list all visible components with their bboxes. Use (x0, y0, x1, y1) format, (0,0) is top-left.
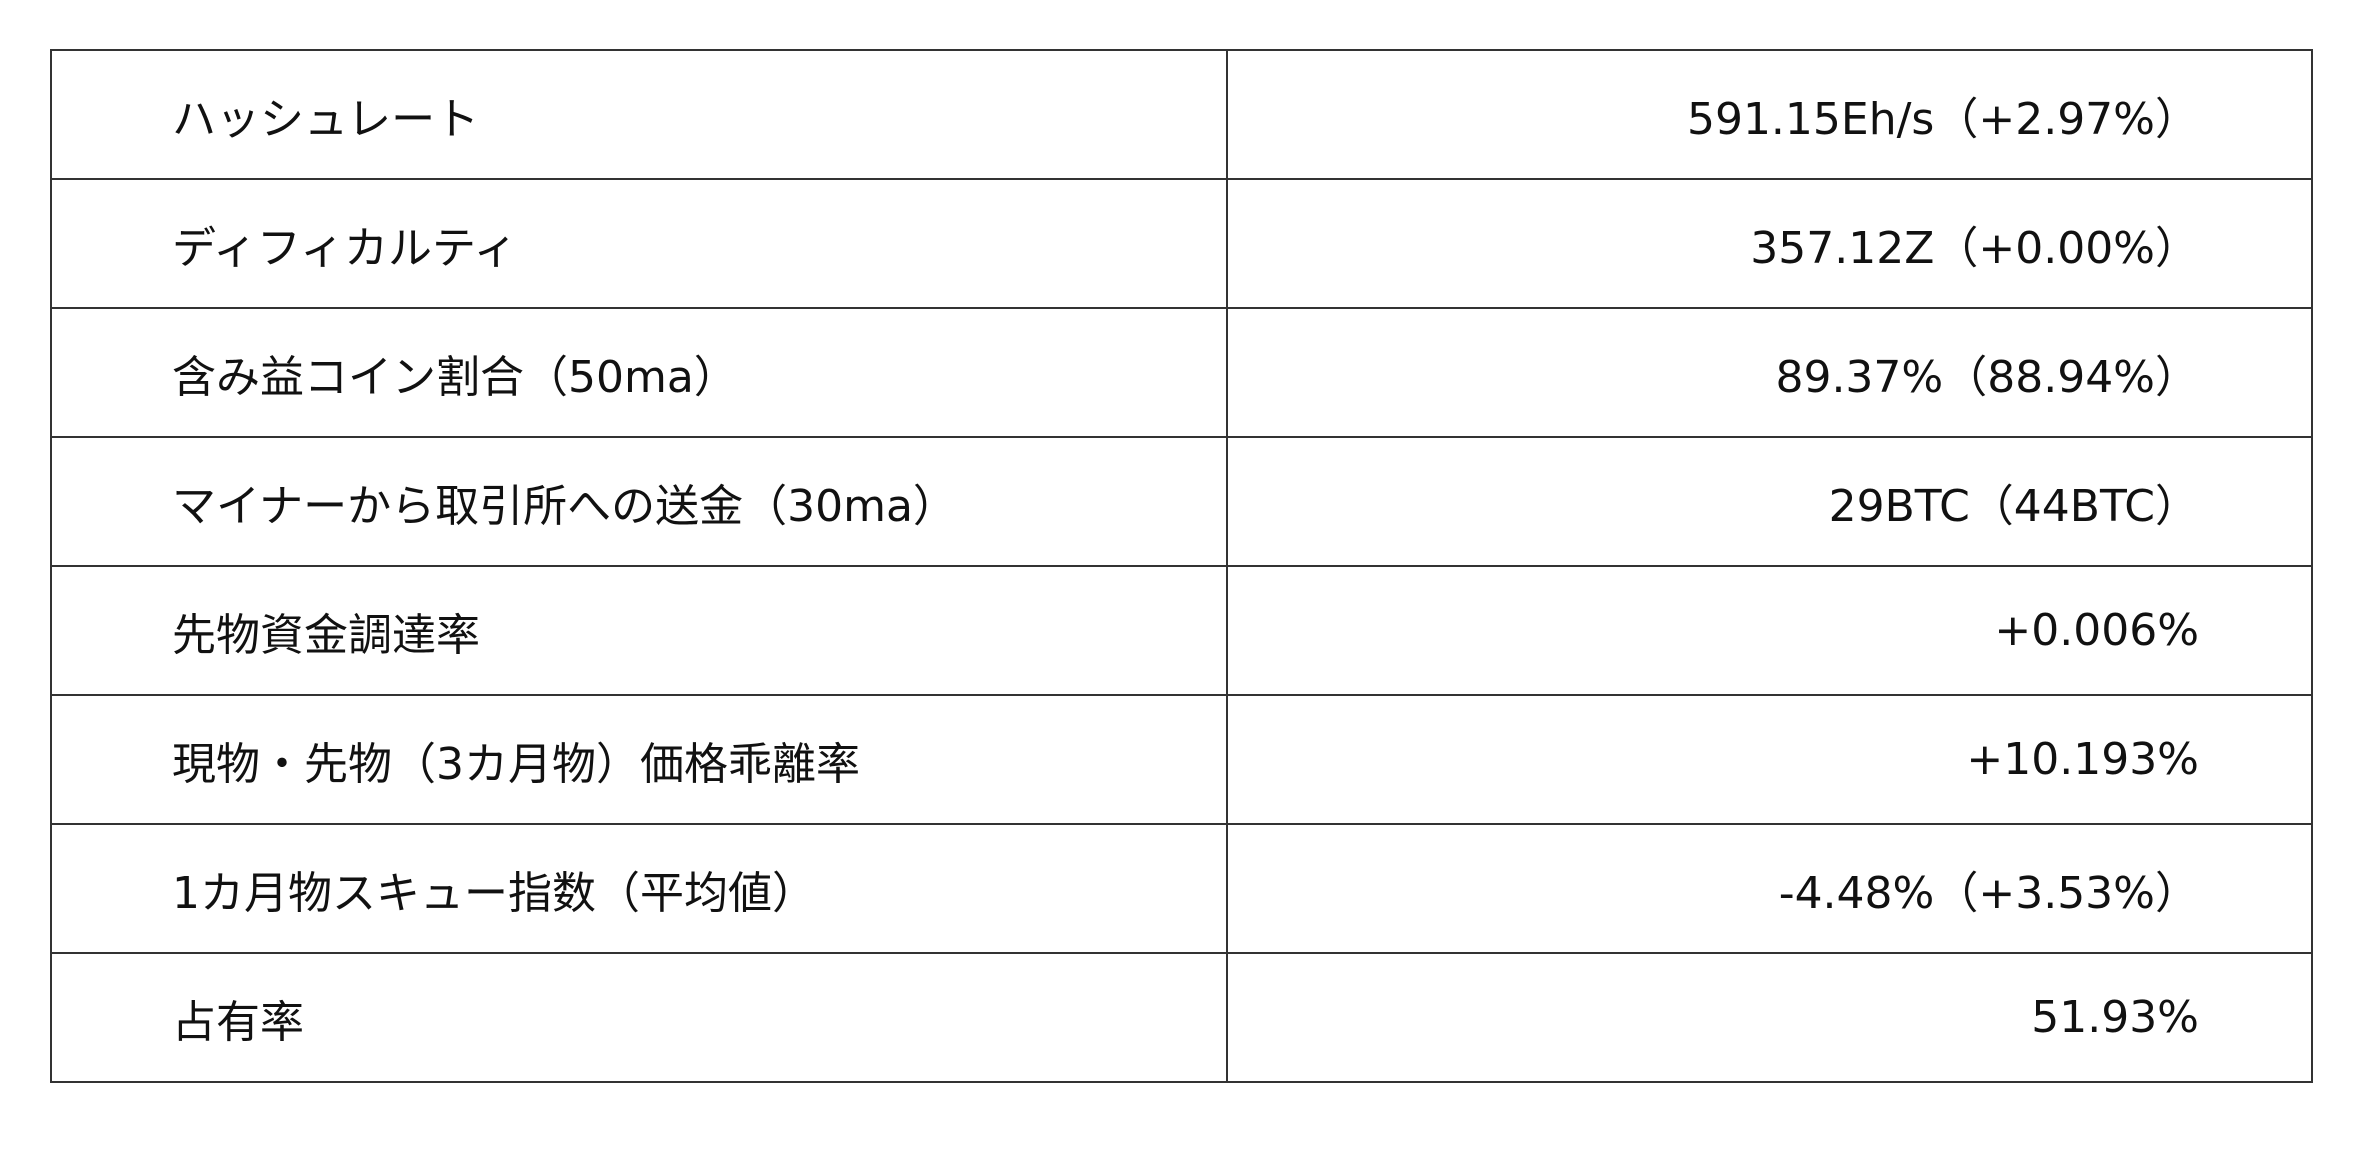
metric-value: 591.15Eh/s（+2.97%） (1226, 49, 2313, 180)
table-row: 占有率 51.93% (50, 952, 2313, 1083)
table-row: マイナーから取引所への送金（30ma） 29BTC（44BTC） (50, 436, 2313, 567)
metric-value: -4.48%（+3.53%） (1226, 823, 2313, 954)
metric-value: +0.006% (1226, 565, 2313, 696)
metric-label: 1カ月物スキュー指数（平均値） (50, 823, 1228, 954)
metric-value: 51.93% (1226, 952, 2313, 1083)
table-row: 1カ月物スキュー指数（平均値） -4.48%（+3.53%） (50, 823, 2313, 954)
metric-label: 先物資金調達率 (50, 565, 1228, 696)
table-row: 含み益コイン割合（50ma） 89.37%（88.94%） (50, 307, 2313, 438)
table-row: 現物・先物（3カ月物）価格乖離率 +10.193% (50, 694, 2313, 825)
metric-value: 89.37%（88.94%） (1226, 307, 2313, 438)
metric-label: 含み益コイン割合（50ma） (50, 307, 1228, 438)
metric-label: 現物・先物（3カ月物）価格乖離率 (50, 694, 1228, 825)
table-row: ディフィカルティ 357.12Z（+0.00%） (50, 178, 2313, 309)
metric-label: ハッシュレート (50, 49, 1228, 180)
metric-label: マイナーから取引所への送金（30ma） (50, 436, 1228, 567)
metrics-table: ハッシュレート 591.15Eh/s（+2.97%） ディフィカルティ 357.12… (50, 49, 2313, 1083)
metric-label: 占有率 (50, 952, 1228, 1083)
metric-value: 357.12Z（+0.00%） (1226, 178, 2313, 309)
table-row: ハッシュレート 591.15Eh/s（+2.97%） (50, 49, 2313, 180)
metric-label: ディフィカルティ (50, 178, 1228, 309)
metric-value: +10.193% (1226, 694, 2313, 825)
metric-value: 29BTC（44BTC） (1226, 436, 2313, 567)
table-row: 先物資金調達率 +0.006% (50, 565, 2313, 696)
